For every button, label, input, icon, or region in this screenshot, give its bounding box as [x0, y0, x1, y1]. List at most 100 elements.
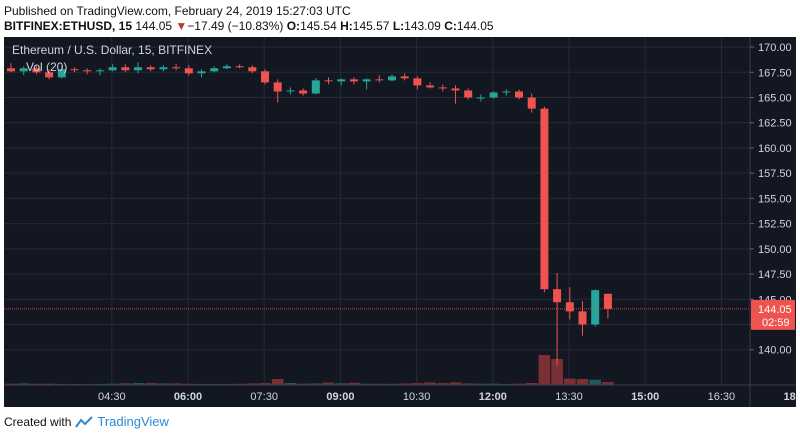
candle-body: [248, 67, 257, 72]
candle-body: [70, 69, 79, 71]
candle-body: [400, 76, 409, 79]
low-label: L:: [392, 19, 405, 33]
volume-bar: [43, 383, 55, 385]
low-value: 143.09: [404, 19, 441, 33]
candle-body: [311, 80, 320, 94]
candle-body: [426, 85, 435, 88]
volume-bar: [119, 383, 132, 385]
volume-bar: [106, 383, 119, 385]
candle-body: [210, 68, 219, 72]
close-label: C:: [444, 19, 457, 33]
candle-body: [235, 66, 244, 68]
volume-bar: [259, 383, 271, 385]
volume-legend: Vol (20): [26, 60, 67, 74]
chart-grid: [4, 37, 750, 385]
price-tick-label: 165.00: [758, 93, 792, 105]
volume-bar: [208, 383, 221, 385]
volume-bar: [55, 383, 68, 385]
high-value: 145.57: [352, 19, 390, 33]
created-with-label: Created with: [4, 414, 72, 429]
candle-body: [603, 293, 612, 309]
price-tick-label: 155.00: [758, 193, 792, 205]
candle-body: [19, 68, 28, 72]
candle-body: [222, 66, 231, 69]
volume-bar: [551, 359, 563, 385]
volume-bar: [157, 383, 170, 385]
candle-body: [413, 78, 422, 86]
volume-bar: [386, 383, 398, 385]
price-tick-label: 160.00: [758, 143, 792, 155]
price-change: −17.49 (−10.83%): [187, 19, 284, 33]
price-axis[interactable]: 170.00 167.50 165.00 162.50 160.00 157.50 155.…: [749, 37, 795, 407]
candle-body: [464, 90, 473, 98]
open-value: 145.54: [300, 19, 337, 33]
volume-bar: [271, 379, 284, 385]
candle-body: [489, 92, 498, 98]
down-arrow-icon: ▼: [175, 19, 188, 33]
price-tick-label: 140.00: [758, 345, 792, 357]
tradingview-brand[interactable]: TradingView: [97, 414, 169, 429]
chart-background: [4, 37, 796, 407]
candles: [7, 62, 612, 365]
candle-body: [57, 69, 66, 78]
candle-body: [286, 90, 295, 92]
volume-bar: [17, 383, 30, 385]
candle-body: [197, 71, 206, 74]
price-tick-label: 170.00: [758, 42, 792, 54]
time-tick-label: 15:00: [631, 391, 659, 403]
candle-body: [527, 97, 536, 109]
footer: Created with TradingView: [4, 414, 169, 429]
price-tick-label: 167.50: [758, 67, 792, 79]
candle-body: [362, 79, 371, 82]
time-tick-label: 06:00: [174, 391, 202, 403]
candle-body: [438, 87, 447, 89]
candle-body: [349, 79, 358, 82]
volume-bar: [525, 383, 538, 385]
volume-bar: [513, 383, 525, 385]
volume-bar: [576, 379, 589, 385]
candle-body: [540, 108, 549, 290]
candle-body: [553, 289, 562, 303]
volume-bar: [462, 383, 475, 385]
last-price-tag-label: 144.05: [758, 304, 792, 316]
candle-body: [451, 88, 460, 91]
candle-body: [388, 76, 396, 81]
chart-title: Ethereum / U.S. Dollar, 15, BITFINEX: [12, 43, 212, 57]
candle-body: [83, 70, 92, 72]
time-tick-label: 07:30: [250, 391, 278, 403]
volume-bars: [5, 355, 614, 385]
candle-body: [172, 67, 181, 69]
volume-bar: [398, 383, 411, 385]
volume-bar: [487, 383, 500, 385]
volume-bar: [195, 383, 208, 385]
candle-body: [7, 68, 15, 72]
price-tick-label: 157.50: [758, 168, 792, 180]
volume-bar: [373, 383, 386, 385]
volume-bar: [170, 383, 182, 385]
candle-body: [184, 68, 193, 74]
time-axis[interactable]: 04:30 06:00 07:30 09:00 10:30 12:00 13:30 15:00…: [4, 384, 796, 403]
volume-bar: [436, 383, 449, 385]
candle-body: [261, 71, 269, 83]
candle-body: [324, 80, 333, 82]
candle-body: [565, 302, 574, 312]
candle-body: [45, 72, 54, 78]
volume-bar: [335, 383, 348, 385]
price-tick-label: 152.50: [758, 219, 792, 231]
candle-body: [591, 290, 600, 325]
price-tick-label: 150.00: [758, 244, 792, 256]
volume-bar: [297, 383, 309, 385]
volume-bar: [246, 383, 259, 385]
volume-bar: [5, 383, 17, 385]
volume-bar: [348, 382, 360, 385]
last-price-tag: [751, 299, 795, 330]
time-tick-label: 12:00: [479, 391, 507, 403]
time-tick-label: 10:30: [403, 391, 431, 403]
candle-body: [146, 67, 155, 70]
quote-line: BITFINEX:ETHUSD, 15 144.05 ▼−17.49 (−10.…: [4, 19, 494, 33]
open-label: O:: [286, 19, 301, 33]
volume-bar: [30, 383, 43, 385]
volume-bar: [309, 383, 322, 385]
candle-body: [134, 67, 142, 71]
candlestick-chart[interactable]: 170.00 167.50 165.00 162.50 160.00 157.50 155.…: [4, 37, 796, 407]
